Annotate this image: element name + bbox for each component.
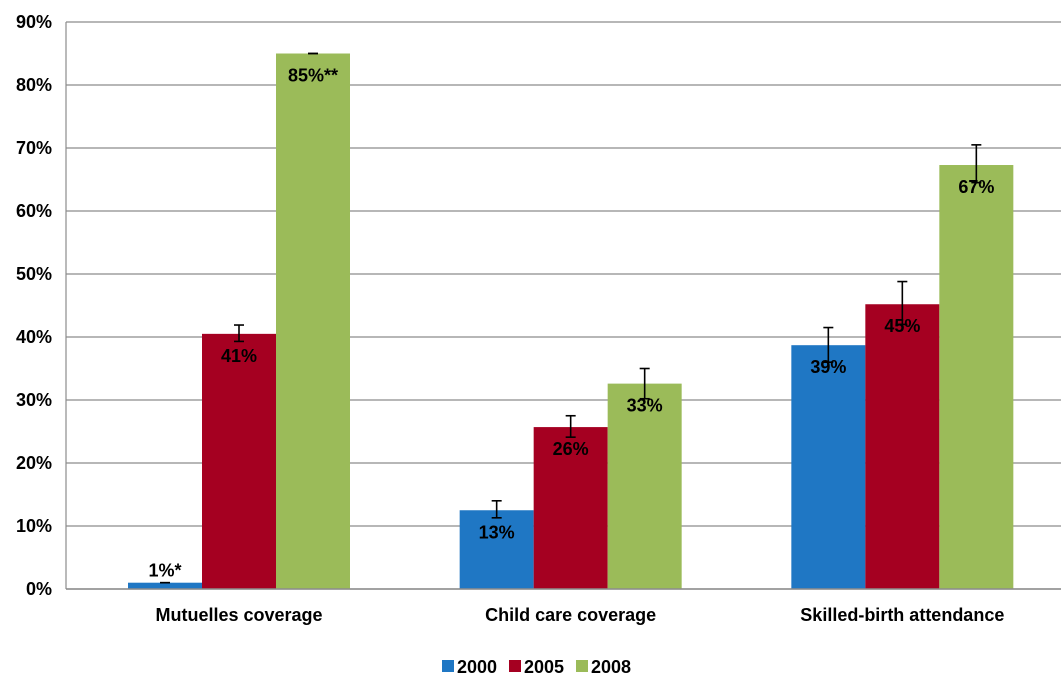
bar-2005-2 — [865, 304, 940, 589]
bar-2000-0 — [128, 582, 202, 589]
data-label: 67% — [958, 177, 994, 197]
x-category-label: Child care coverage — [485, 605, 656, 625]
data-label: 13% — [479, 522, 515, 542]
y-axis: 0% 10% 20% 30% 40% 50% 60% 70% 80% 90% — [16, 12, 67, 599]
data-labels: 1%* 41% 85%** 13% 26% 33% 39% 45% 67% — [148, 66, 994, 581]
y-tick-label: 30% — [16, 390, 52, 410]
bar-2000-2 — [791, 345, 866, 589]
data-label: 33% — [627, 396, 663, 416]
legend-swatch-2008 — [576, 660, 588, 672]
legend-swatch-2000 — [442, 660, 454, 672]
legend-label-2000: 2000 — [457, 657, 497, 677]
bar-2008-1 — [607, 383, 682, 589]
data-label: 85%** — [288, 66, 338, 86]
y-tick-label: 0% — [26, 579, 52, 599]
y-tick-label: 10% — [16, 516, 52, 536]
x-category-label: Mutuelles coverage — [155, 605, 322, 625]
data-label: 1%* — [148, 561, 181, 581]
legend-swatch-2005 — [509, 660, 521, 672]
data-label: 41% — [221, 346, 257, 366]
y-tick-label: 40% — [16, 327, 52, 347]
data-label: 45% — [884, 316, 920, 336]
bar-2000-1 — [459, 510, 534, 589]
bar-2008-0 — [276, 53, 350, 589]
y-tick-label: 70% — [16, 138, 52, 158]
bars — [128, 53, 1014, 589]
y-tick-label: 90% — [16, 12, 52, 32]
bar-2008-2 — [939, 165, 1014, 589]
x-category-label: Skilled-birth attendance — [800, 605, 1004, 625]
legend-label-2008: 2008 — [591, 657, 631, 677]
bar-2005-1 — [533, 427, 608, 589]
y-tick-label: 80% — [16, 75, 52, 95]
y-tick-label: 60% — [16, 201, 52, 221]
bar-2005-0 — [202, 333, 276, 589]
y-tick-label: 20% — [16, 453, 52, 473]
legend-label-2005: 2005 — [524, 657, 564, 677]
data-label: 39% — [810, 357, 846, 377]
legend: 2000 2005 2008 — [442, 657, 631, 677]
data-label: 26% — [553, 439, 589, 459]
error-bars — [160, 52, 982, 584]
x-axis: Mutuelles coverage Child care coverage Ski… — [66, 588, 1061, 625]
y-tick-label: 50% — [16, 264, 52, 284]
